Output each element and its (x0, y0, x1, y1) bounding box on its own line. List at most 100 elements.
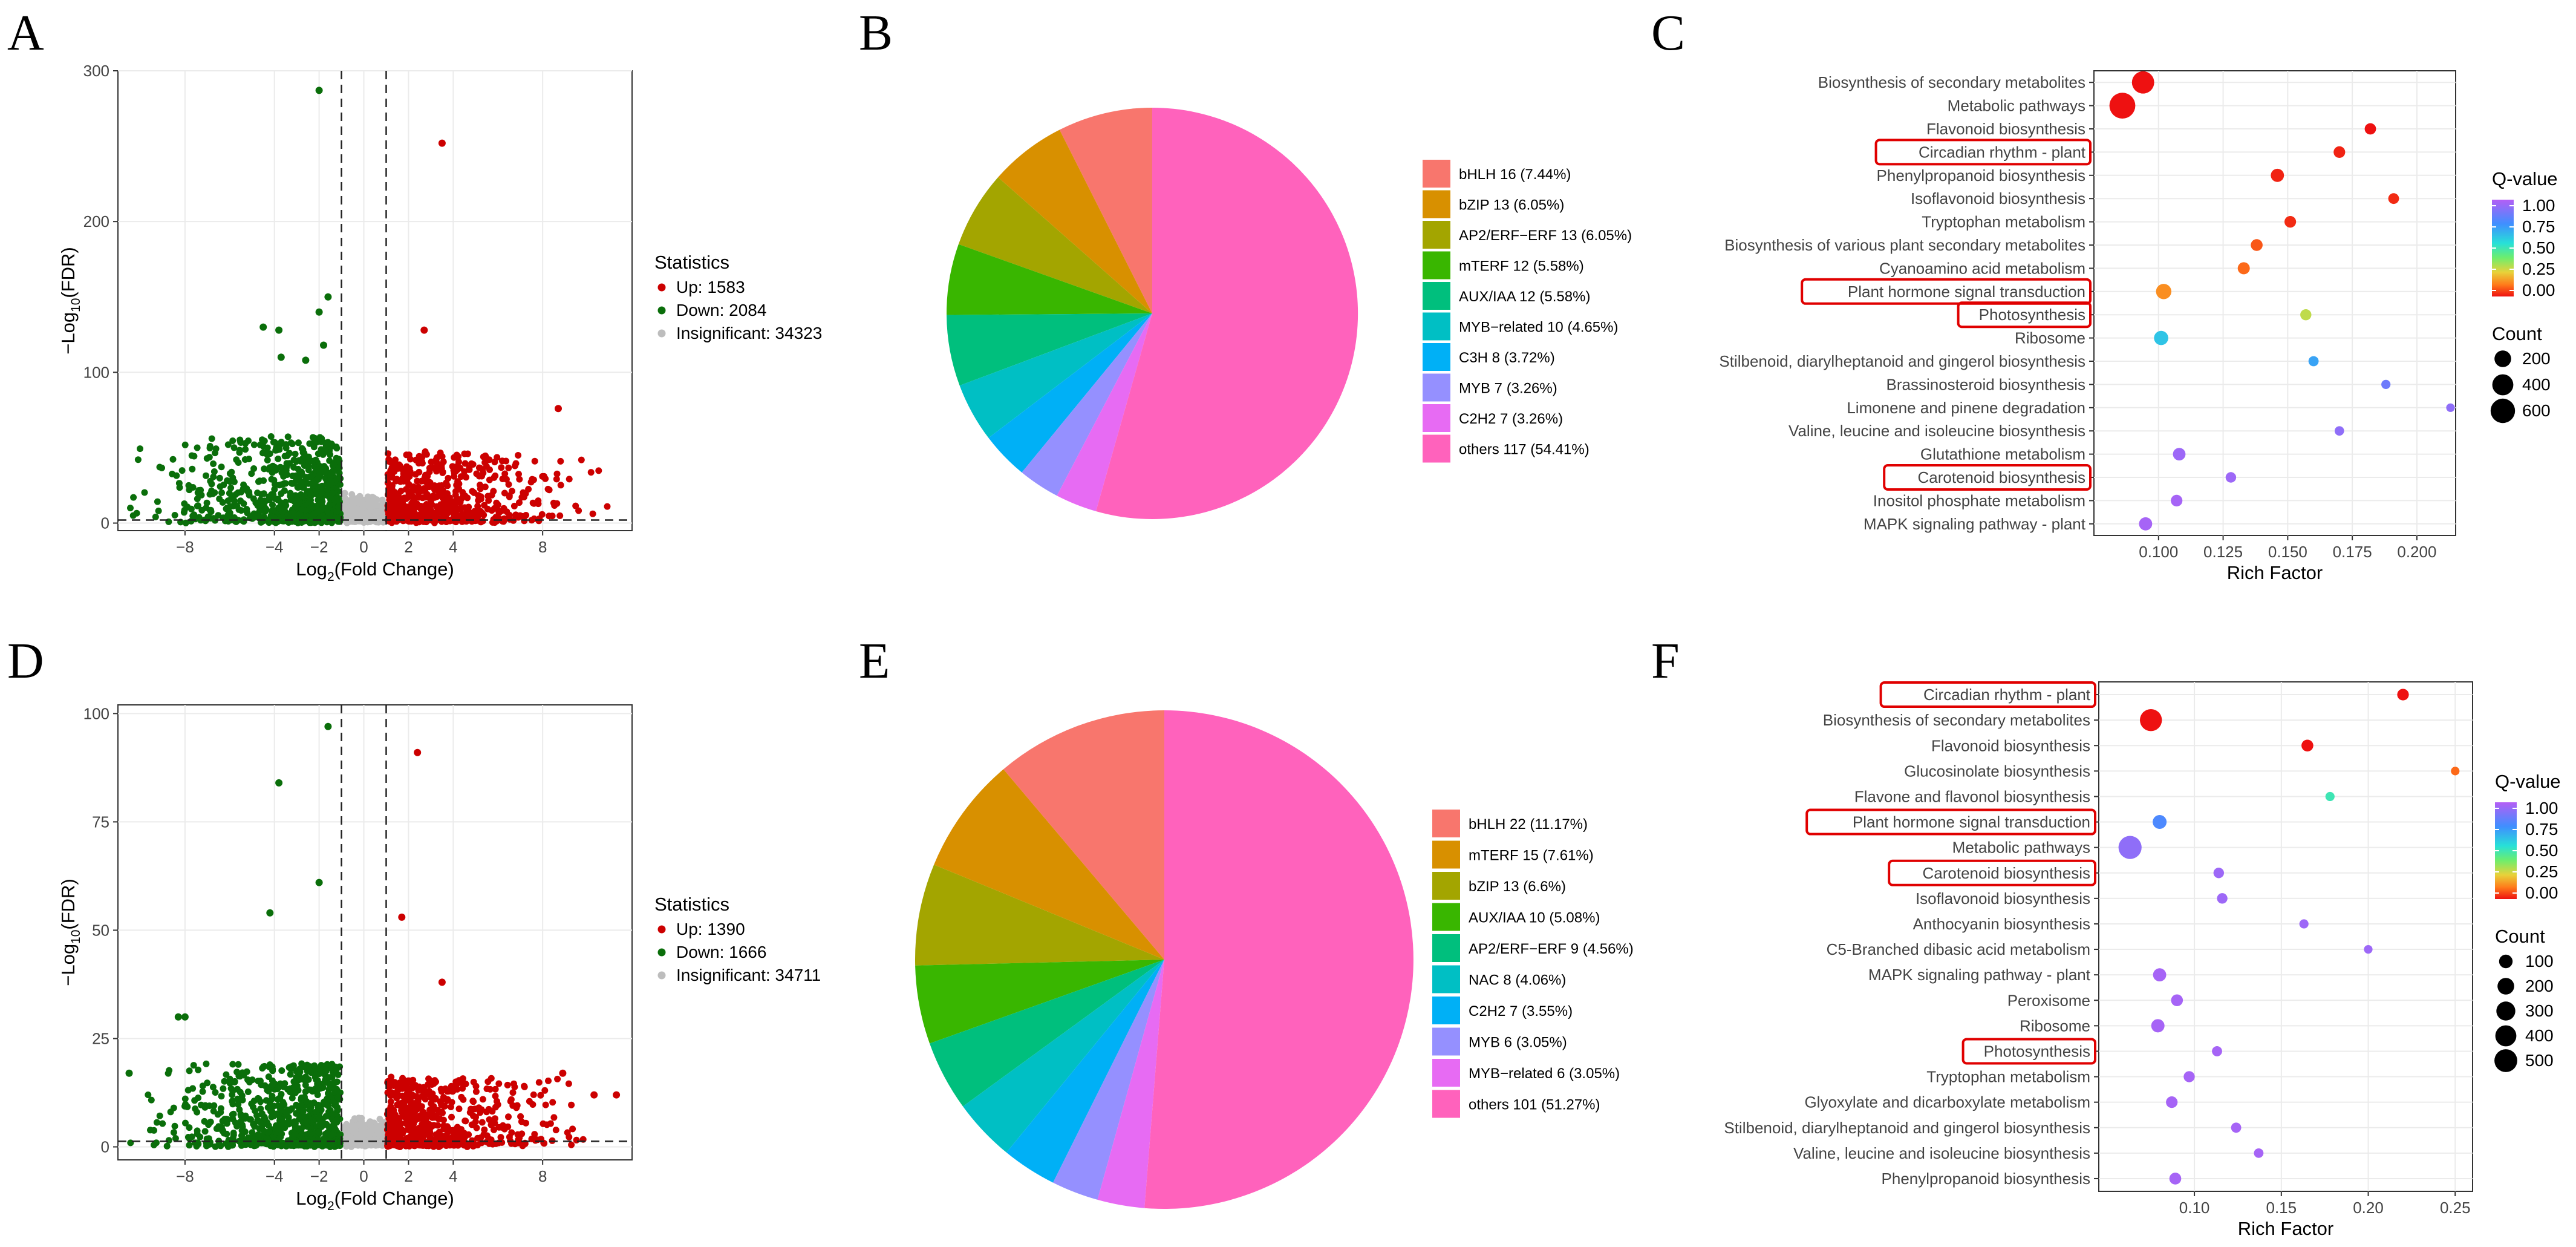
gene-point (512, 512, 519, 519)
gene-point (411, 494, 418, 501)
gene-point (473, 1124, 480, 1131)
gene-points (127, 87, 611, 526)
gene-point (246, 491, 253, 499)
size-legend-label: 200 (2522, 349, 2551, 368)
enrichment-bubble (2173, 448, 2186, 460)
gene-point (278, 499, 285, 506)
gene-point (155, 507, 162, 514)
pathway-label: Cyanoamino acid metabolism (1879, 259, 2085, 277)
gene-point (176, 484, 183, 491)
gene-point (266, 1064, 273, 1071)
pie-legend-swatch (1423, 221, 1450, 249)
gene-point (212, 1089, 219, 1096)
gene-point (250, 441, 258, 448)
enrichment-bubble (2301, 739, 2314, 752)
gene-point (439, 453, 446, 460)
gene-point (540, 473, 547, 480)
size-legend-dot (2496, 1001, 2516, 1021)
gene-point (553, 470, 561, 477)
gene-point (505, 464, 512, 471)
gene-point (356, 493, 364, 500)
x-axis-title: Rich Factor (2238, 1218, 2333, 1239)
gene-point (151, 1127, 157, 1134)
bubble-chart-c: Biosynthesis of secondary metabolites Met… (1719, 70, 2558, 583)
gene-point (282, 444, 290, 451)
pie-legend-label: MYB 7 (3.26%) (1459, 381, 1557, 397)
size-legend-dot (2499, 954, 2513, 969)
gene-point (186, 1067, 193, 1075)
gene-point (206, 1102, 213, 1110)
size-legend-dot (2490, 398, 2516, 424)
gene-point (404, 465, 411, 473)
gene-point (542, 1101, 549, 1108)
enrichment-bubble (2251, 239, 2263, 251)
gene-point (474, 1142, 481, 1148)
pathway-label: Stilbenoid, diarylheptanoid and gingerol… (1724, 1119, 2090, 1137)
gene-point (351, 1115, 358, 1122)
gene-point (253, 1142, 260, 1149)
gene-point (438, 978, 446, 986)
gene-point (211, 489, 218, 496)
gene-point (255, 478, 262, 485)
y-tick-label: 0 (101, 1138, 109, 1156)
gene-point (459, 1085, 466, 1092)
gene-point (247, 1116, 254, 1123)
gene-point (186, 1124, 193, 1131)
colorbar-label: 0.50 (2525, 841, 2558, 860)
gene-point (300, 484, 307, 491)
gene-point (201, 1128, 209, 1135)
colorbar-label: 0.00 (2522, 281, 2555, 299)
pathway-label: Photosynthesis (1979, 306, 2085, 324)
gene-point (319, 451, 327, 458)
gene-point (545, 1077, 552, 1084)
gene-point (432, 456, 440, 463)
plot-panel (117, 70, 633, 531)
gene-point (210, 460, 217, 467)
gene-point (572, 502, 579, 509)
gene-point (564, 1129, 571, 1136)
gene-point (500, 515, 507, 522)
gene-point (510, 502, 518, 509)
pie-legend-swatch (1423, 190, 1450, 218)
x-tick-label: −8 (176, 1167, 194, 1185)
gene-point (487, 1085, 494, 1093)
enrichment-bubble (2254, 1148, 2264, 1158)
gene-point (482, 453, 489, 460)
colorbar-label: 0.25 (2522, 260, 2555, 278)
gene-point (440, 1116, 447, 1124)
gene-point (210, 468, 218, 475)
gene-point (191, 1139, 198, 1147)
gene-point (356, 499, 363, 506)
gene-point (387, 1098, 394, 1105)
gene-point (330, 1111, 337, 1118)
highlight-box (1874, 139, 2092, 166)
enrichment-bubble (2333, 146, 2346, 158)
y-tick-label: 300 (83, 62, 109, 80)
enrichment-bubble (2335, 426, 2344, 436)
pie-legend-label: AP2/ERF−ERF 9 (4.56%) (1469, 941, 1634, 957)
gene-point (192, 1105, 199, 1112)
gene-point (385, 456, 393, 463)
gene-point (223, 1116, 230, 1122)
pathway-label: Peroxisome (2007, 991, 2090, 1009)
gene-point (435, 1143, 442, 1150)
x-tick-label: 0.100 (2139, 543, 2178, 561)
gene-point (423, 1142, 430, 1150)
pie-legend-swatch (1423, 434, 1450, 463)
pathway-label: Tryptophan metabolism (1922, 213, 2085, 231)
pie-legend-label: bHLH 22 (11.17%) (1469, 816, 1588, 833)
pie-legend-label: others 117 (54.41%) (1459, 442, 1590, 458)
pie-legend-swatch (1432, 934, 1460, 962)
gene-point (216, 474, 223, 482)
gene-point (174, 1013, 182, 1021)
gene-point (326, 501, 333, 508)
gene-point (181, 441, 189, 448)
gene-point (137, 445, 143, 453)
gene-point (521, 1082, 528, 1090)
gene-point (206, 445, 214, 452)
pie-legend-swatch (1432, 1059, 1460, 1087)
gene-point (403, 451, 410, 459)
enrichment-bubble (2109, 93, 2136, 119)
x-tick-label: 8 (538, 1167, 547, 1185)
gene-point (292, 450, 299, 457)
